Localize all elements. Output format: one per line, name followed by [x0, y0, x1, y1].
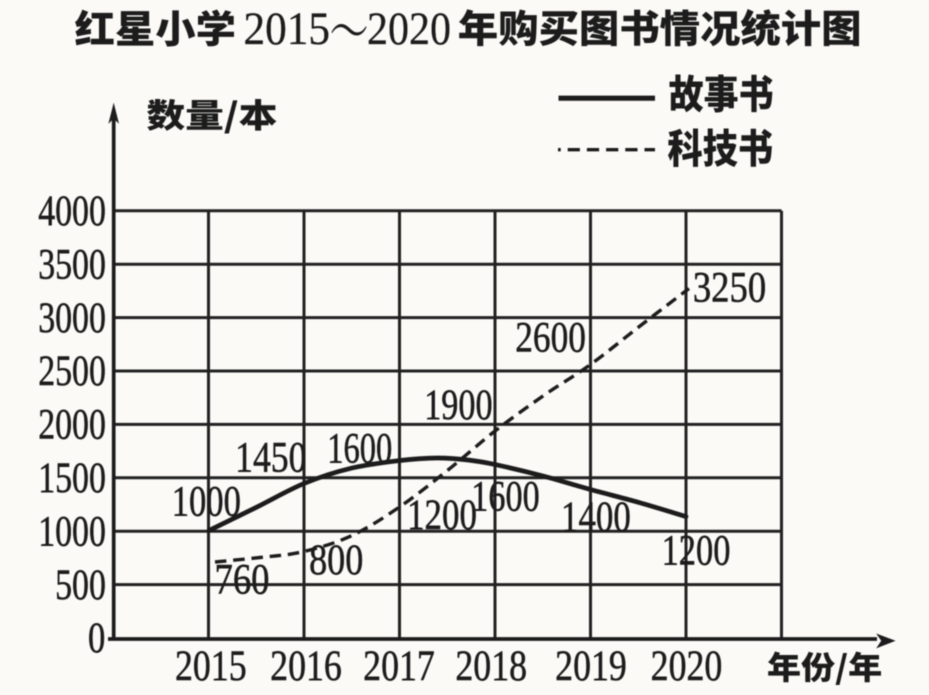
svg-text:1450: 1450 — [235, 434, 306, 482]
svg-text:1200: 1200 — [407, 491, 477, 539]
svg-text:3000: 3000 — [38, 294, 106, 342]
svg-text:500: 500 — [55, 561, 106, 609]
svg-text:2020: 2020 — [367, 3, 451, 55]
svg-text:1200: 1200 — [662, 526, 731, 574]
svg-text:2016: 2016 — [270, 642, 342, 690]
svg-text:3250: 3250 — [693, 264, 766, 312]
svg-text:1600: 1600 — [471, 472, 539, 520]
svg-text:1400: 1400 — [561, 493, 631, 541]
svg-text:1900: 1900 — [424, 381, 492, 429]
svg-text:2020: 2020 — [651, 642, 723, 690]
svg-text:760: 760 — [215, 556, 270, 604]
svg-text:3500: 3500 — [38, 240, 106, 288]
svg-text:2015: 2015 — [244, 3, 331, 55]
svg-text:1500: 1500 — [38, 454, 106, 502]
svg-text:4000: 4000 — [38, 187, 106, 235]
svg-text:2500: 2500 — [38, 347, 106, 395]
svg-text:2019: 2019 — [555, 642, 627, 690]
svg-text:2600: 2600 — [515, 314, 586, 362]
svg-text:2018: 2018 — [455, 642, 527, 690]
svg-text:1000: 1000 — [172, 478, 241, 526]
svg-text:2017: 2017 — [363, 642, 435, 690]
svg-text:1000: 1000 — [38, 507, 106, 555]
svg-text:2000: 2000 — [38, 401, 106, 449]
svg-text:1600: 1600 — [327, 425, 392, 473]
svg-text:0: 0 — [88, 613, 105, 662]
svg-text:2015: 2015 — [175, 642, 247, 690]
svg-text:800: 800 — [309, 536, 363, 584]
